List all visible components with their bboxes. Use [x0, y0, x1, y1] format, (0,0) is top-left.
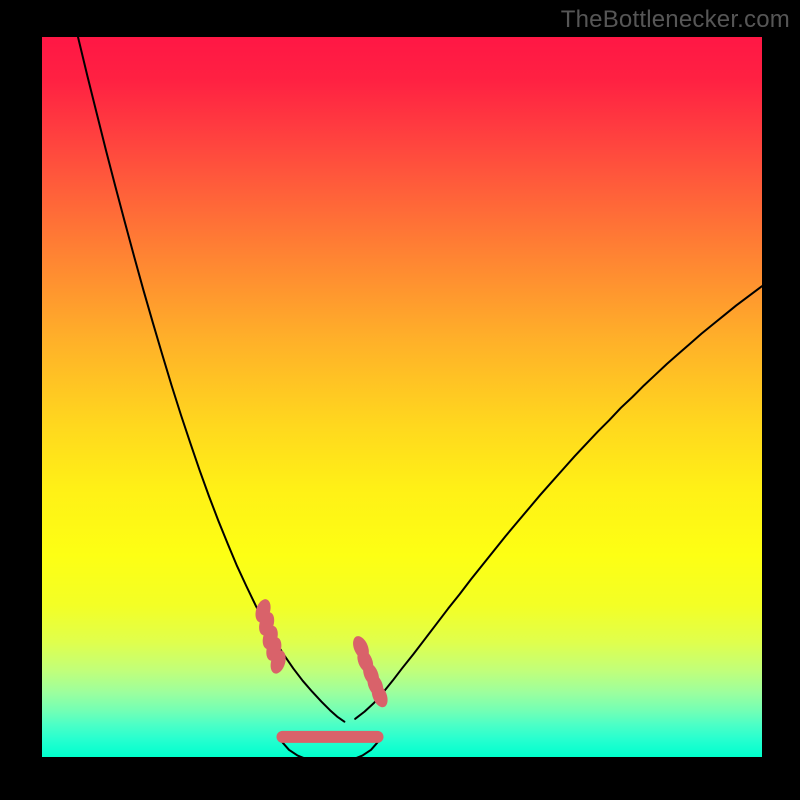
chart-frame: TheBottlenecker.com [0, 0, 800, 800]
plot-area [42, 37, 762, 757]
watermark-text: TheBottlenecker.com [561, 6, 790, 34]
plot-svg [42, 37, 762, 757]
gradient-background [42, 37, 762, 757]
